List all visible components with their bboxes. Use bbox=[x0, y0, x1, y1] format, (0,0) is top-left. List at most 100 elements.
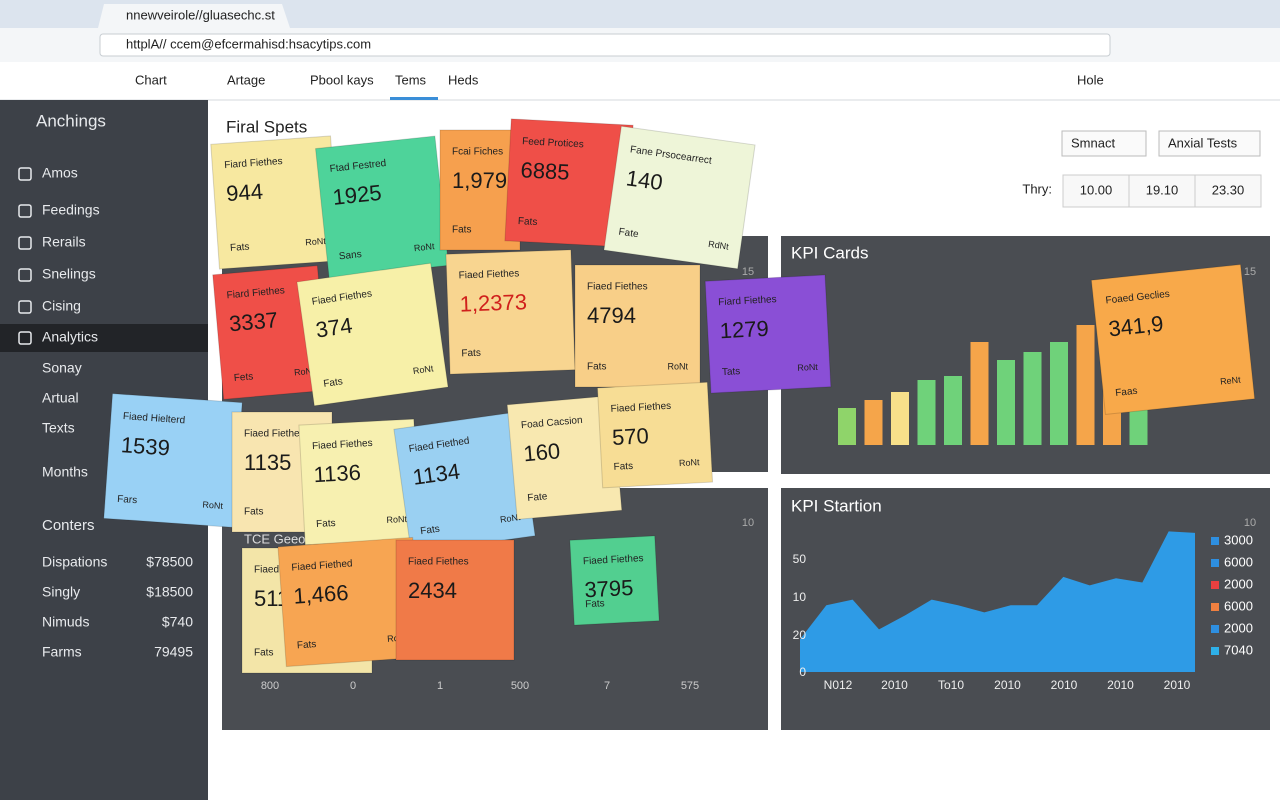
legend-label: 7040 bbox=[1224, 642, 1253, 657]
note-value: 1279 bbox=[719, 316, 769, 344]
range-button-label[interactable]: 19.10 bbox=[1146, 182, 1179, 197]
dropdown[interactable] bbox=[1158, 130, 1261, 157]
note-title: Fiaed Fiethes bbox=[587, 282, 648, 293]
stat-name: Nimuds bbox=[42, 614, 89, 630]
note-title: Feed Protices bbox=[522, 136, 584, 150]
x-label: 2010 bbox=[994, 678, 1021, 692]
range-button[interactable] bbox=[1062, 174, 1130, 208]
note-footer: Tats bbox=[722, 366, 741, 378]
note-footer: Fate bbox=[618, 227, 640, 241]
x-label: N012 bbox=[824, 678, 853, 692]
note-paper bbox=[1090, 263, 1256, 416]
y-label: 10 bbox=[793, 590, 807, 604]
sticky-note[interactable]: Feed Protices 6885 Fats bbox=[504, 118, 634, 248]
note-value: 1,979 bbox=[452, 168, 507, 193]
toolbar-item[interactable]: Tems bbox=[395, 72, 427, 87]
sticky-note[interactable]: Fiaed Fiethes 1136 Fats RoNt bbox=[298, 418, 421, 546]
legend-label: 2000 bbox=[1224, 576, 1253, 591]
note-title: Fiard Fiethes bbox=[718, 294, 777, 308]
sticky-note[interactable]: Fiaed Fiethes 4794 Fats RoNt bbox=[574, 264, 701, 388]
sidebar-icon bbox=[18, 236, 32, 250]
sticky-note[interactable]: Fiaed Fiethes 2434 bbox=[395, 539, 515, 661]
sidebar-item[interactable]: Snelings bbox=[42, 266, 96, 282]
axis-label: 1 bbox=[437, 680, 443, 692]
bar bbox=[944, 376, 962, 445]
bar bbox=[917, 380, 936, 445]
note-footer: RoNt bbox=[202, 500, 224, 511]
sticky-note[interactable]: Fiaed Hielterd 1539 Fars RoNt bbox=[103, 393, 243, 528]
note-title: Fiaed Fiethes bbox=[610, 401, 671, 415]
bar bbox=[1023, 352, 1042, 445]
note-value: 3337 bbox=[228, 307, 279, 336]
sticky-note[interactable]: Fiard Fiethes 944 Fats RoNt bbox=[210, 135, 340, 270]
sidebar-header[interactable]: Anchings bbox=[36, 111, 106, 130]
sidebar-item[interactable]: Rerails bbox=[42, 234, 86, 250]
legend-label: 3000 bbox=[1224, 532, 1253, 547]
note-value: 2434 bbox=[408, 578, 457, 603]
dropdown-label[interactable]: Smnact bbox=[1071, 135, 1115, 150]
sidebar-subitem[interactable]: Artual bbox=[42, 390, 79, 406]
toolbar-item[interactable]: Pbool kays bbox=[310, 72, 374, 87]
range-button-label[interactable]: 23.30 bbox=[1212, 182, 1245, 197]
note-paper bbox=[296, 262, 449, 407]
note-value: 944 bbox=[225, 179, 263, 207]
note-footer: Fats bbox=[323, 376, 344, 390]
range-label: Thry: bbox=[1022, 181, 1052, 196]
url[interactable]: httplA// ccem@efcermahisd:hsacytips.com bbox=[126, 36, 371, 51]
sidebar-subitem[interactable]: Texts bbox=[42, 420, 75, 436]
x-label: To10 bbox=[938, 678, 964, 692]
note-footer: RoNt bbox=[413, 241, 435, 253]
note-footer: Sans bbox=[338, 249, 362, 262]
sidebar-subitem[interactable]: Months bbox=[42, 464, 88, 480]
sticky-note[interactable]: Fiaed Fiethes 1,2373 Fats bbox=[445, 249, 576, 375]
note-footer: Fats bbox=[613, 461, 633, 473]
axis-label: 575 bbox=[681, 680, 699, 692]
stat-value: $740 bbox=[162, 614, 193, 630]
y-label: 20 bbox=[793, 628, 807, 642]
note-value: 570 bbox=[611, 423, 649, 450]
toolbar-item[interactable]: Artage bbox=[227, 72, 265, 87]
sidebar-item[interactable]: Analytics bbox=[42, 329, 98, 345]
range-button[interactable] bbox=[1194, 174, 1262, 208]
tab-title[interactable]: nnewveirole//gluasechc.st bbox=[126, 7, 275, 22]
stat-value: $18500 bbox=[146, 584, 193, 600]
corner-label: 10 bbox=[1244, 517, 1256, 529]
note-title: Fiaed bbox=[254, 565, 279, 576]
bar bbox=[891, 392, 909, 445]
dropdown-label[interactable]: Anxial Tests bbox=[1168, 135, 1238, 150]
note-title: Fcai Fiches bbox=[452, 147, 503, 158]
x-label: 2010 bbox=[1051, 678, 1078, 692]
bar bbox=[970, 342, 989, 445]
tab[interactable] bbox=[98, 4, 290, 28]
note-footer: Fats bbox=[316, 518, 336, 530]
sticky-note[interactable]: Foad Cacsion 160 Fate bbox=[506, 395, 623, 520]
panel-title: KPI Startion bbox=[791, 496, 882, 515]
sidebar-icon bbox=[18, 204, 32, 218]
note-title: Foad Cacsion bbox=[521, 415, 583, 431]
sticky-note[interactable]: Fiard Fiethes 1279 Tats RoNt bbox=[704, 274, 832, 394]
toolbar-item[interactable]: Chart bbox=[135, 72, 167, 87]
note-title: Fiaed Fiethes bbox=[459, 268, 520, 281]
range-button-label[interactable]: 10.00 bbox=[1080, 182, 1113, 197]
tab-underline bbox=[390, 97, 438, 100]
toolbar-right[interactable]: Hole bbox=[1077, 72, 1104, 87]
sticky-note[interactable]: Fiaed Fiethes 570 Fats RoNt bbox=[596, 381, 714, 489]
dropdown[interactable] bbox=[1061, 130, 1147, 157]
sidebar-item[interactable]: Amos bbox=[42, 165, 78, 181]
sidebar-subitem[interactable]: Sonay bbox=[42, 360, 82, 376]
url-field[interactable] bbox=[99, 33, 1111, 57]
panel-label: TCE Geeon bbox=[244, 531, 313, 546]
note-footer: Fats bbox=[297, 639, 317, 651]
sidebar-item[interactable]: Cising bbox=[42, 298, 81, 314]
note-paper bbox=[704, 274, 832, 394]
toolbar-item[interactable]: Heds bbox=[448, 72, 479, 87]
sidebar-section[interactable]: Conters bbox=[42, 517, 95, 534]
sidebar-item[interactable]: Feedings bbox=[42, 202, 100, 218]
